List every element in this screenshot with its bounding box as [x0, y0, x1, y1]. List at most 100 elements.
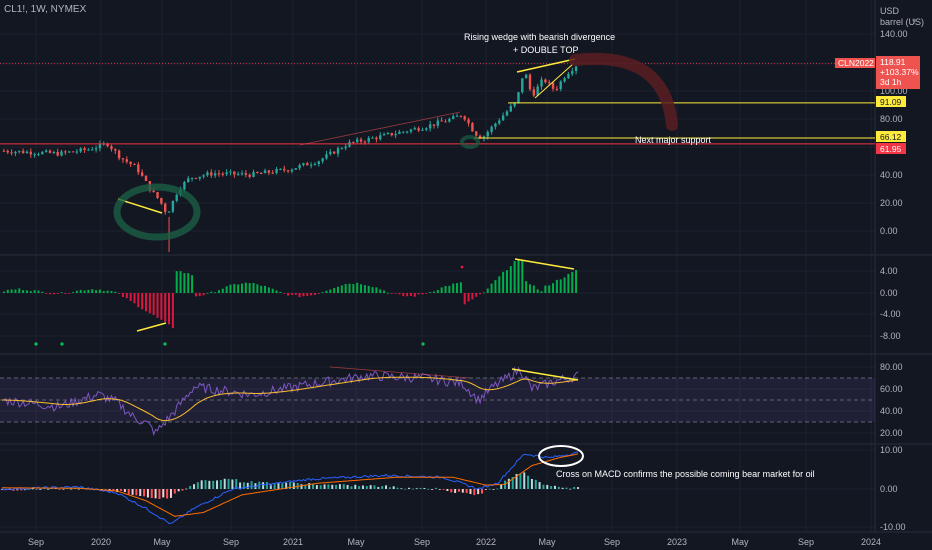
macd-histogram-bar — [135, 489, 138, 496]
histogram-bar — [352, 283, 355, 293]
candle-body — [110, 146, 113, 150]
countdown-tag: 3d 1h — [880, 77, 902, 87]
candle-body — [382, 133, 386, 136]
macd-histogram-bar — [212, 480, 215, 489]
macd-histogram-bar — [561, 487, 564, 489]
histogram-bar — [183, 273, 186, 293]
chevron-down-icon[interactable]: ▾ — [912, 16, 917, 26]
macd-histogram-bar — [507, 478, 510, 489]
x-tick-label: 2020 — [91, 537, 111, 547]
macd-histogram-bar — [450, 489, 453, 493]
histogram-bar — [567, 273, 570, 293]
macd-histogram-bar — [319, 485, 322, 489]
histogram-bar — [498, 276, 501, 293]
candle-body — [252, 172, 255, 177]
macd-histogram-bar — [511, 477, 514, 489]
macd-histogram-bar — [423, 487, 426, 489]
macd-histogram-bar — [396, 487, 399, 489]
histogram-bar — [287, 293, 290, 296]
y-tick-label: 0.00 — [880, 484, 898, 494]
macd-histogram-bar — [242, 482, 245, 489]
histogram-bar — [444, 286, 447, 293]
signal-line — [2, 453, 579, 517]
x-tick-label: 2024 — [861, 537, 881, 547]
macd-histogram-bar — [335, 484, 338, 489]
macd-histogram-bar — [143, 489, 146, 497]
macd-histogram-bar — [427, 488, 430, 490]
candle-body — [221, 173, 224, 175]
candle-body — [167, 211, 171, 213]
support-2-tag-bg — [876, 131, 906, 142]
candle-body — [455, 115, 459, 117]
histogram-bar — [532, 285, 535, 293]
histogram-bar — [494, 280, 497, 293]
histogram-bar — [421, 293, 424, 295]
candle-body — [498, 120, 501, 124]
histogram-bar — [394, 293, 397, 294]
histogram-bar — [448, 285, 451, 293]
macd-histogram-bar — [523, 472, 526, 489]
histogram-bar — [525, 281, 528, 293]
macd-histogram-bar — [127, 489, 130, 495]
signal-dot — [60, 342, 64, 346]
candle-body — [202, 175, 205, 177]
candle-body — [190, 177, 194, 179]
macd-histogram-bar — [204, 480, 207, 489]
histogram-bar — [429, 292, 432, 293]
histogram-bar — [114, 291, 117, 293]
candle-body — [329, 151, 332, 155]
candle-body — [375, 137, 378, 140]
y-tick-label: 40.00 — [880, 170, 903, 180]
histogram-bar — [317, 293, 320, 294]
histogram-bar — [18, 288, 21, 293]
candle-body — [267, 170, 271, 173]
macd-histogram-bar — [504, 480, 507, 489]
macd-histogram-bar — [411, 488, 414, 490]
histogram-bar — [406, 293, 409, 297]
histogram-bar — [298, 293, 301, 298]
macd-annotation: Cross on MACD confirms the possible comi… — [556, 469, 815, 479]
candle-body — [175, 194, 178, 201]
candle-body — [478, 135, 482, 139]
candle-body — [444, 121, 447, 123]
macd-histogram-bar — [104, 489, 107, 490]
candle-body — [87, 149, 90, 151]
histogram-bar — [191, 275, 194, 293]
macd-histogram-bar — [289, 482, 291, 489]
histogram-bar — [217, 290, 220, 293]
macd-histogram-bar — [469, 489, 472, 495]
candle-body — [294, 168, 297, 170]
histogram-bar — [463, 293, 466, 305]
macd-histogram-bar — [431, 489, 434, 490]
histogram-bar — [79, 289, 82, 293]
histogram-bar — [306, 293, 309, 296]
signal-dot — [34, 342, 38, 346]
histogram-bar — [83, 290, 86, 293]
histogram-bar — [60, 292, 63, 294]
histogram-bar — [256, 284, 259, 293]
histogram-bar — [156, 293, 159, 318]
histogram-bar — [244, 282, 247, 293]
macd-histogram-bar — [4, 489, 7, 491]
histogram-bar — [29, 291, 32, 293]
macd-histogram-bar — [181, 489, 184, 491]
candle-body — [52, 151, 56, 153]
macd-histogram-bar — [277, 482, 280, 489]
histogram-bar — [294, 293, 297, 295]
candle-body — [37, 154, 40, 156]
candle-body — [271, 172, 274, 174]
rsi-trend-line — [329, 366, 471, 379]
histogram-bar — [152, 293, 155, 316]
candle-body — [509, 106, 512, 112]
macd-histogram-bar — [162, 489, 165, 498]
candle-body — [229, 171, 232, 173]
macd-histogram-bar — [361, 485, 364, 489]
y-tick-label: 100.00 — [880, 86, 908, 96]
macd-histogram-bar — [542, 484, 545, 489]
projected-drop-arrow — [569, 52, 678, 131]
candle-body — [183, 181, 186, 190]
histogram-bar — [398, 293, 401, 295]
histogram-bar — [486, 288, 489, 293]
y-tick-label: -10.00 — [880, 522, 906, 532]
